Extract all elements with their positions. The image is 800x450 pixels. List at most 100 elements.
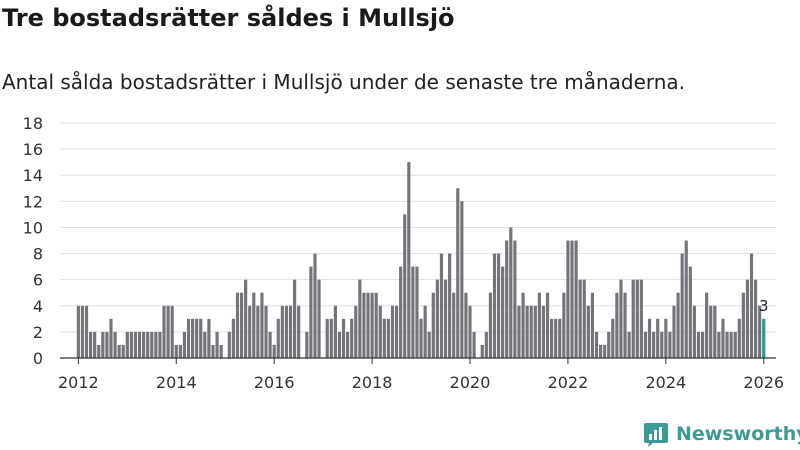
bar (692, 305, 696, 358)
y-tick-label: 2 (33, 323, 43, 342)
bar (93, 331, 97, 358)
bar (550, 318, 554, 358)
bar (700, 331, 705, 358)
bar (158, 331, 162, 358)
x-tick-label: 2022 (548, 373, 589, 392)
bar (125, 331, 129, 358)
bar (117, 344, 121, 358)
bar (195, 318, 199, 358)
bar (688, 266, 692, 358)
bar (639, 279, 643, 358)
chart-title: Tre bostadsrätter såldes i Mullsjö (2, 4, 455, 32)
bar (598, 344, 603, 358)
bar (403, 214, 407, 358)
bar (627, 331, 631, 358)
bar (411, 266, 415, 358)
bar (252, 292, 256, 358)
bar (337, 331, 342, 358)
bar (333, 305, 337, 358)
bar (631, 279, 635, 358)
bar (460, 201, 464, 358)
bar (745, 279, 750, 358)
bar (276, 318, 280, 358)
newsworthy-brand: Newsworthy (643, 419, 800, 449)
bar (566, 240, 570, 358)
bar (541, 305, 546, 358)
bar (725, 331, 729, 358)
bar (623, 292, 627, 358)
bar (178, 344, 182, 358)
bar (182, 331, 187, 358)
bar (713, 305, 717, 358)
bar (89, 331, 93, 358)
bar (394, 305, 399, 358)
bar (284, 305, 289, 358)
bar (586, 305, 590, 358)
bar (496, 253, 501, 358)
y-tick-label: 8 (33, 245, 43, 264)
bar (366, 292, 370, 358)
bar (293, 279, 297, 358)
bar (407, 162, 411, 358)
bar (741, 292, 745, 358)
bar (468, 305, 472, 358)
bar (84, 305, 89, 358)
bar (346, 331, 350, 358)
bar (664, 318, 668, 358)
bar (652, 331, 656, 358)
bar (431, 292, 435, 358)
bar (684, 240, 688, 358)
bar (656, 318, 660, 358)
bar (219, 344, 223, 358)
bar (260, 292, 264, 358)
bar (415, 266, 419, 358)
bar (439, 253, 444, 358)
bar (170, 305, 174, 358)
bar (533, 305, 537, 358)
bar (721, 318, 725, 358)
bar (142, 331, 146, 358)
bar (647, 318, 652, 358)
bar (758, 305, 762, 358)
bar (309, 266, 313, 358)
bar (162, 305, 166, 358)
bar (435, 279, 439, 358)
bar (488, 292, 492, 358)
bar (317, 279, 321, 358)
bar (146, 331, 150, 358)
y-tick-label: 14 (23, 166, 43, 185)
bar (264, 305, 268, 358)
bar (554, 318, 558, 358)
bar (374, 292, 378, 358)
bar (268, 331, 272, 358)
bar (325, 318, 329, 358)
bar (280, 305, 284, 358)
bar (362, 292, 366, 358)
bar (529, 305, 533, 358)
bar (244, 279, 248, 358)
bar (615, 292, 619, 358)
bar (443, 279, 448, 358)
bar (203, 331, 207, 358)
bar (382, 318, 386, 358)
bar (729, 331, 733, 358)
y-tick-label: 12 (23, 192, 43, 211)
bar (358, 279, 362, 358)
bar (619, 279, 623, 358)
bar (705, 292, 709, 358)
bar (737, 318, 741, 358)
bar (80, 305, 85, 358)
bar (341, 318, 346, 358)
bar (378, 305, 382, 358)
bar (76, 305, 80, 358)
bar (537, 292, 541, 358)
bar (186, 318, 191, 358)
bar (105, 331, 109, 358)
y-tick-label: 16 (23, 140, 43, 159)
bar (354, 305, 358, 358)
y-tick-label: 18 (23, 114, 43, 133)
bar (562, 292, 566, 358)
bar (452, 292, 456, 358)
bar (456, 188, 460, 358)
